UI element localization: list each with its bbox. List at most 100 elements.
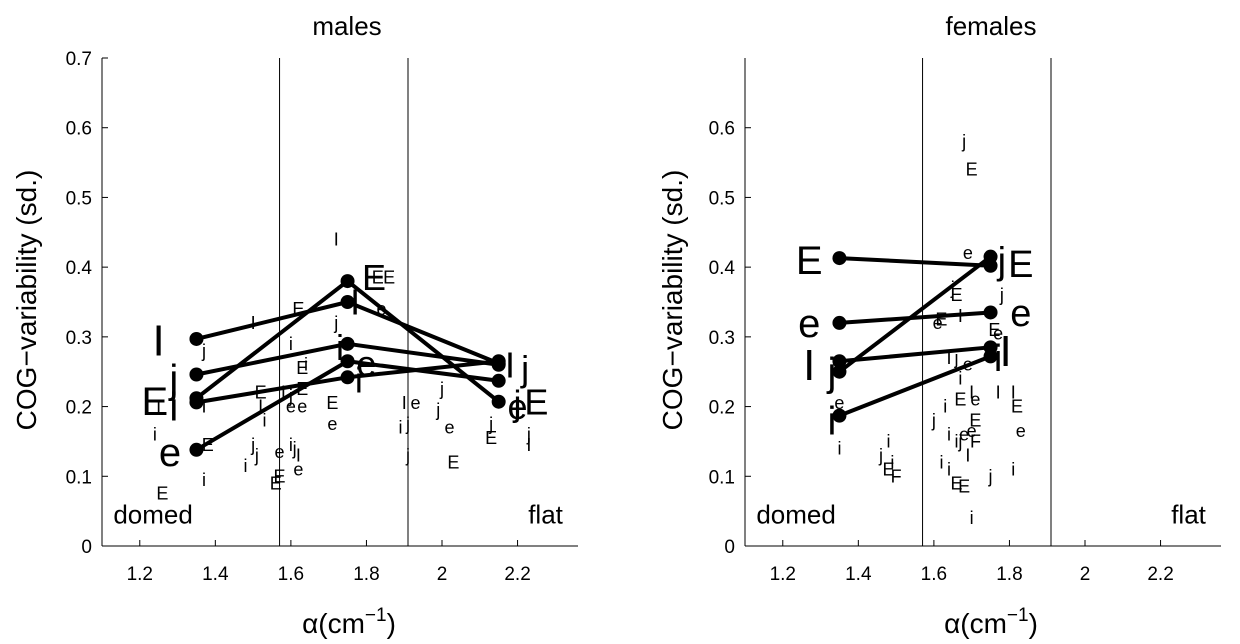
scatter-point-label: i: [837, 438, 841, 458]
series-end-label: e: [159, 431, 181, 475]
x-axis-label-superscript: −1: [1007, 605, 1029, 626]
y-tick-label: 0: [81, 537, 92, 558]
series-point: [983, 305, 998, 320]
series-end-label: i: [355, 360, 363, 401]
series-line: [839, 310, 991, 325]
series-end-label: E: [142, 380, 169, 424]
series-end-label: I: [505, 344, 515, 385]
scatter-point-label: E: [951, 285, 963, 305]
scatter-point-label: i: [947, 459, 951, 479]
scatter-point-label: i: [398, 417, 402, 437]
y-tick-label: 0.6: [66, 119, 92, 140]
scatter-point-label: j: [954, 348, 959, 368]
scatter-point-label: I: [996, 383, 1001, 403]
scatter-point-label: E: [951, 473, 963, 493]
x-tick-label: 1.4: [202, 564, 229, 585]
x-tick-label: 1.2: [770, 564, 796, 585]
series-end-label: e: [508, 386, 528, 427]
series-end-label: i: [827, 400, 836, 444]
scatter-point-label: I: [402, 393, 407, 413]
series-point: [340, 354, 355, 369]
scatter-point-label: e: [834, 393, 844, 413]
y-tick-label: 0.5: [709, 188, 735, 209]
y-tick-label: 0.4: [66, 258, 93, 279]
scatter-point-label: E: [156, 484, 168, 504]
scatter-point-label: i: [244, 456, 248, 476]
scatter-point-label: i: [890, 452, 894, 472]
series-point: [983, 349, 998, 364]
series-point: [340, 295, 355, 309]
scatter-point-label: I: [201, 397, 206, 417]
scatter-point-label: e: [933, 313, 943, 333]
scatter-point-label: e: [993, 323, 1003, 343]
scatter-point-label: j: [333, 313, 338, 333]
scatter-point-label: i: [1011, 459, 1015, 479]
males-panel: males COG−variability (sd.) α(cm−1) 0 0.1…: [11, 11, 578, 639]
scatter-point-label: j: [250, 435, 255, 455]
scatter-point-label: E: [326, 393, 338, 413]
scatter-point-label: E: [485, 428, 497, 448]
scatter-point-label: e: [297, 397, 307, 417]
series-end-label: I: [350, 282, 360, 323]
scatter-point-label: j: [931, 411, 936, 431]
series-line: [838, 255, 992, 374]
plot-area: 0 0.1 0.2 0.3 0.4 0.5 0.6 1.2 1.4 1.6 1.8 2 2.2 domed…: [709, 58, 1221, 585]
y-tick-label: 0.7: [66, 49, 92, 70]
series-end-label: I: [153, 317, 165, 366]
scatter-point-label: e: [970, 390, 980, 410]
scatter-point-label: j: [526, 424, 531, 444]
series-point: [491, 394, 506, 409]
y-tick-label: 0.6: [709, 119, 735, 140]
scatter-point-label: I: [1011, 383, 1016, 403]
series-line: [839, 256, 991, 268]
y-tick-label: 0.4: [709, 258, 736, 279]
scatter-point-label: e: [327, 414, 337, 434]
scatter-point-label: i: [958, 369, 962, 389]
series-point: [189, 395, 204, 410]
scatter-point-label: E: [372, 268, 384, 288]
scatter-point-label: j: [488, 414, 493, 434]
scatter-point-label: I: [334, 229, 339, 249]
scatter-point-label: j: [999, 285, 1004, 305]
scatter-point-label: I: [526, 435, 531, 455]
chart-title: females: [945, 11, 1036, 41]
series-end-label: I: [1000, 327, 1012, 376]
scatter-point-label: F: [891, 466, 902, 486]
scatter-point-label: j: [988, 466, 993, 486]
series-end-label: i: [169, 386, 178, 430]
x-tick-label: 1.2: [127, 564, 153, 585]
series-end-label: j: [826, 351, 836, 395]
y-tick-label: 0.3: [66, 328, 92, 349]
scatter-point-label: i: [955, 431, 959, 451]
scatter-point-label: E: [447, 452, 459, 472]
x-axis-label-superscript: −1: [365, 605, 387, 626]
x-tick-label: 2.2: [1147, 564, 1173, 585]
plot-area: 0 0.1 0.2 0.3 0.4 0.5 0.6 0.7 1.2 1.4 1.6 1.8 2 2.2 do…: [66, 49, 578, 585]
series-point: [491, 354, 506, 369]
x-axis-label-end: ): [387, 608, 396, 639]
y-tick-label: 0.1: [66, 467, 92, 488]
series-point: [832, 354, 847, 369]
series-point: [340, 274, 355, 289]
x-tick-label: 1.6: [921, 564, 947, 585]
series-end-label: e: [798, 302, 820, 346]
series-point: [832, 251, 847, 266]
y-tick-label: 0.3: [709, 328, 735, 349]
scatter-point-label: F: [970, 431, 981, 451]
x-tick-label: 1.6: [278, 564, 304, 585]
series-point: [189, 331, 204, 346]
scatter-point-label: i: [153, 424, 157, 444]
series-point: [340, 336, 355, 351]
region-label: flat: [528, 500, 563, 530]
series-point: [340, 370, 355, 385]
series-end-label: I: [803, 341, 815, 390]
region-label: domed: [113, 500, 193, 530]
series-end-label: e: [1010, 293, 1031, 335]
scatter-point-label: e: [286, 397, 296, 417]
y-tick-label: 0.2: [709, 398, 735, 419]
series-end-label: E: [362, 257, 386, 298]
region-label: flat: [1171, 500, 1206, 530]
scatter-point-label: j: [961, 132, 966, 152]
series-line: [839, 345, 991, 364]
